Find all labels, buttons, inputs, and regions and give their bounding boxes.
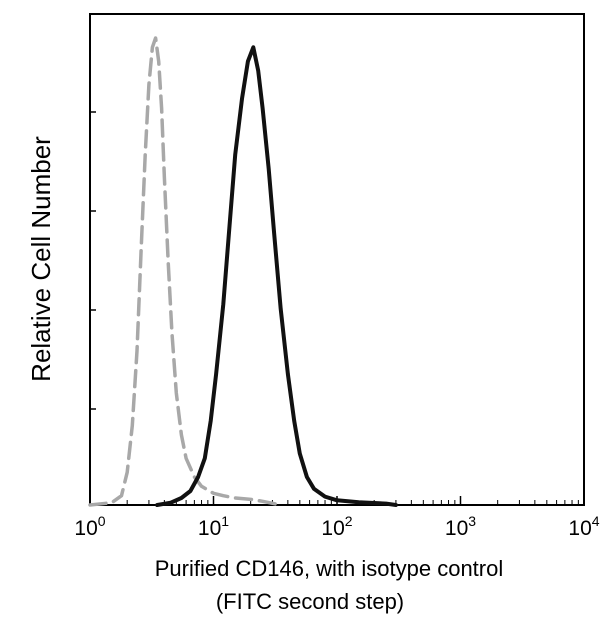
x-axis-tick-labels: 100 101 102 103 104 <box>74 513 599 540</box>
x-axis-label-line2: (FITC second step) <box>216 589 404 614</box>
y-axis-label: Relative Cell Number <box>26 136 56 382</box>
plot-frame <box>89 13 585 506</box>
series-layer <box>88 36 398 507</box>
series-line-1 <box>155 45 398 507</box>
x-tick-label: 104 <box>568 513 599 540</box>
series-line-0 <box>88 36 283 507</box>
x-tick-label: 103 <box>445 513 476 540</box>
x-tick-label: 102 <box>321 513 352 540</box>
x-tick-label: 101 <box>198 513 229 540</box>
x-tick-label: 100 <box>74 513 105 540</box>
x-axis-label: Purified CD146, with isotype control <box>155 556 504 581</box>
